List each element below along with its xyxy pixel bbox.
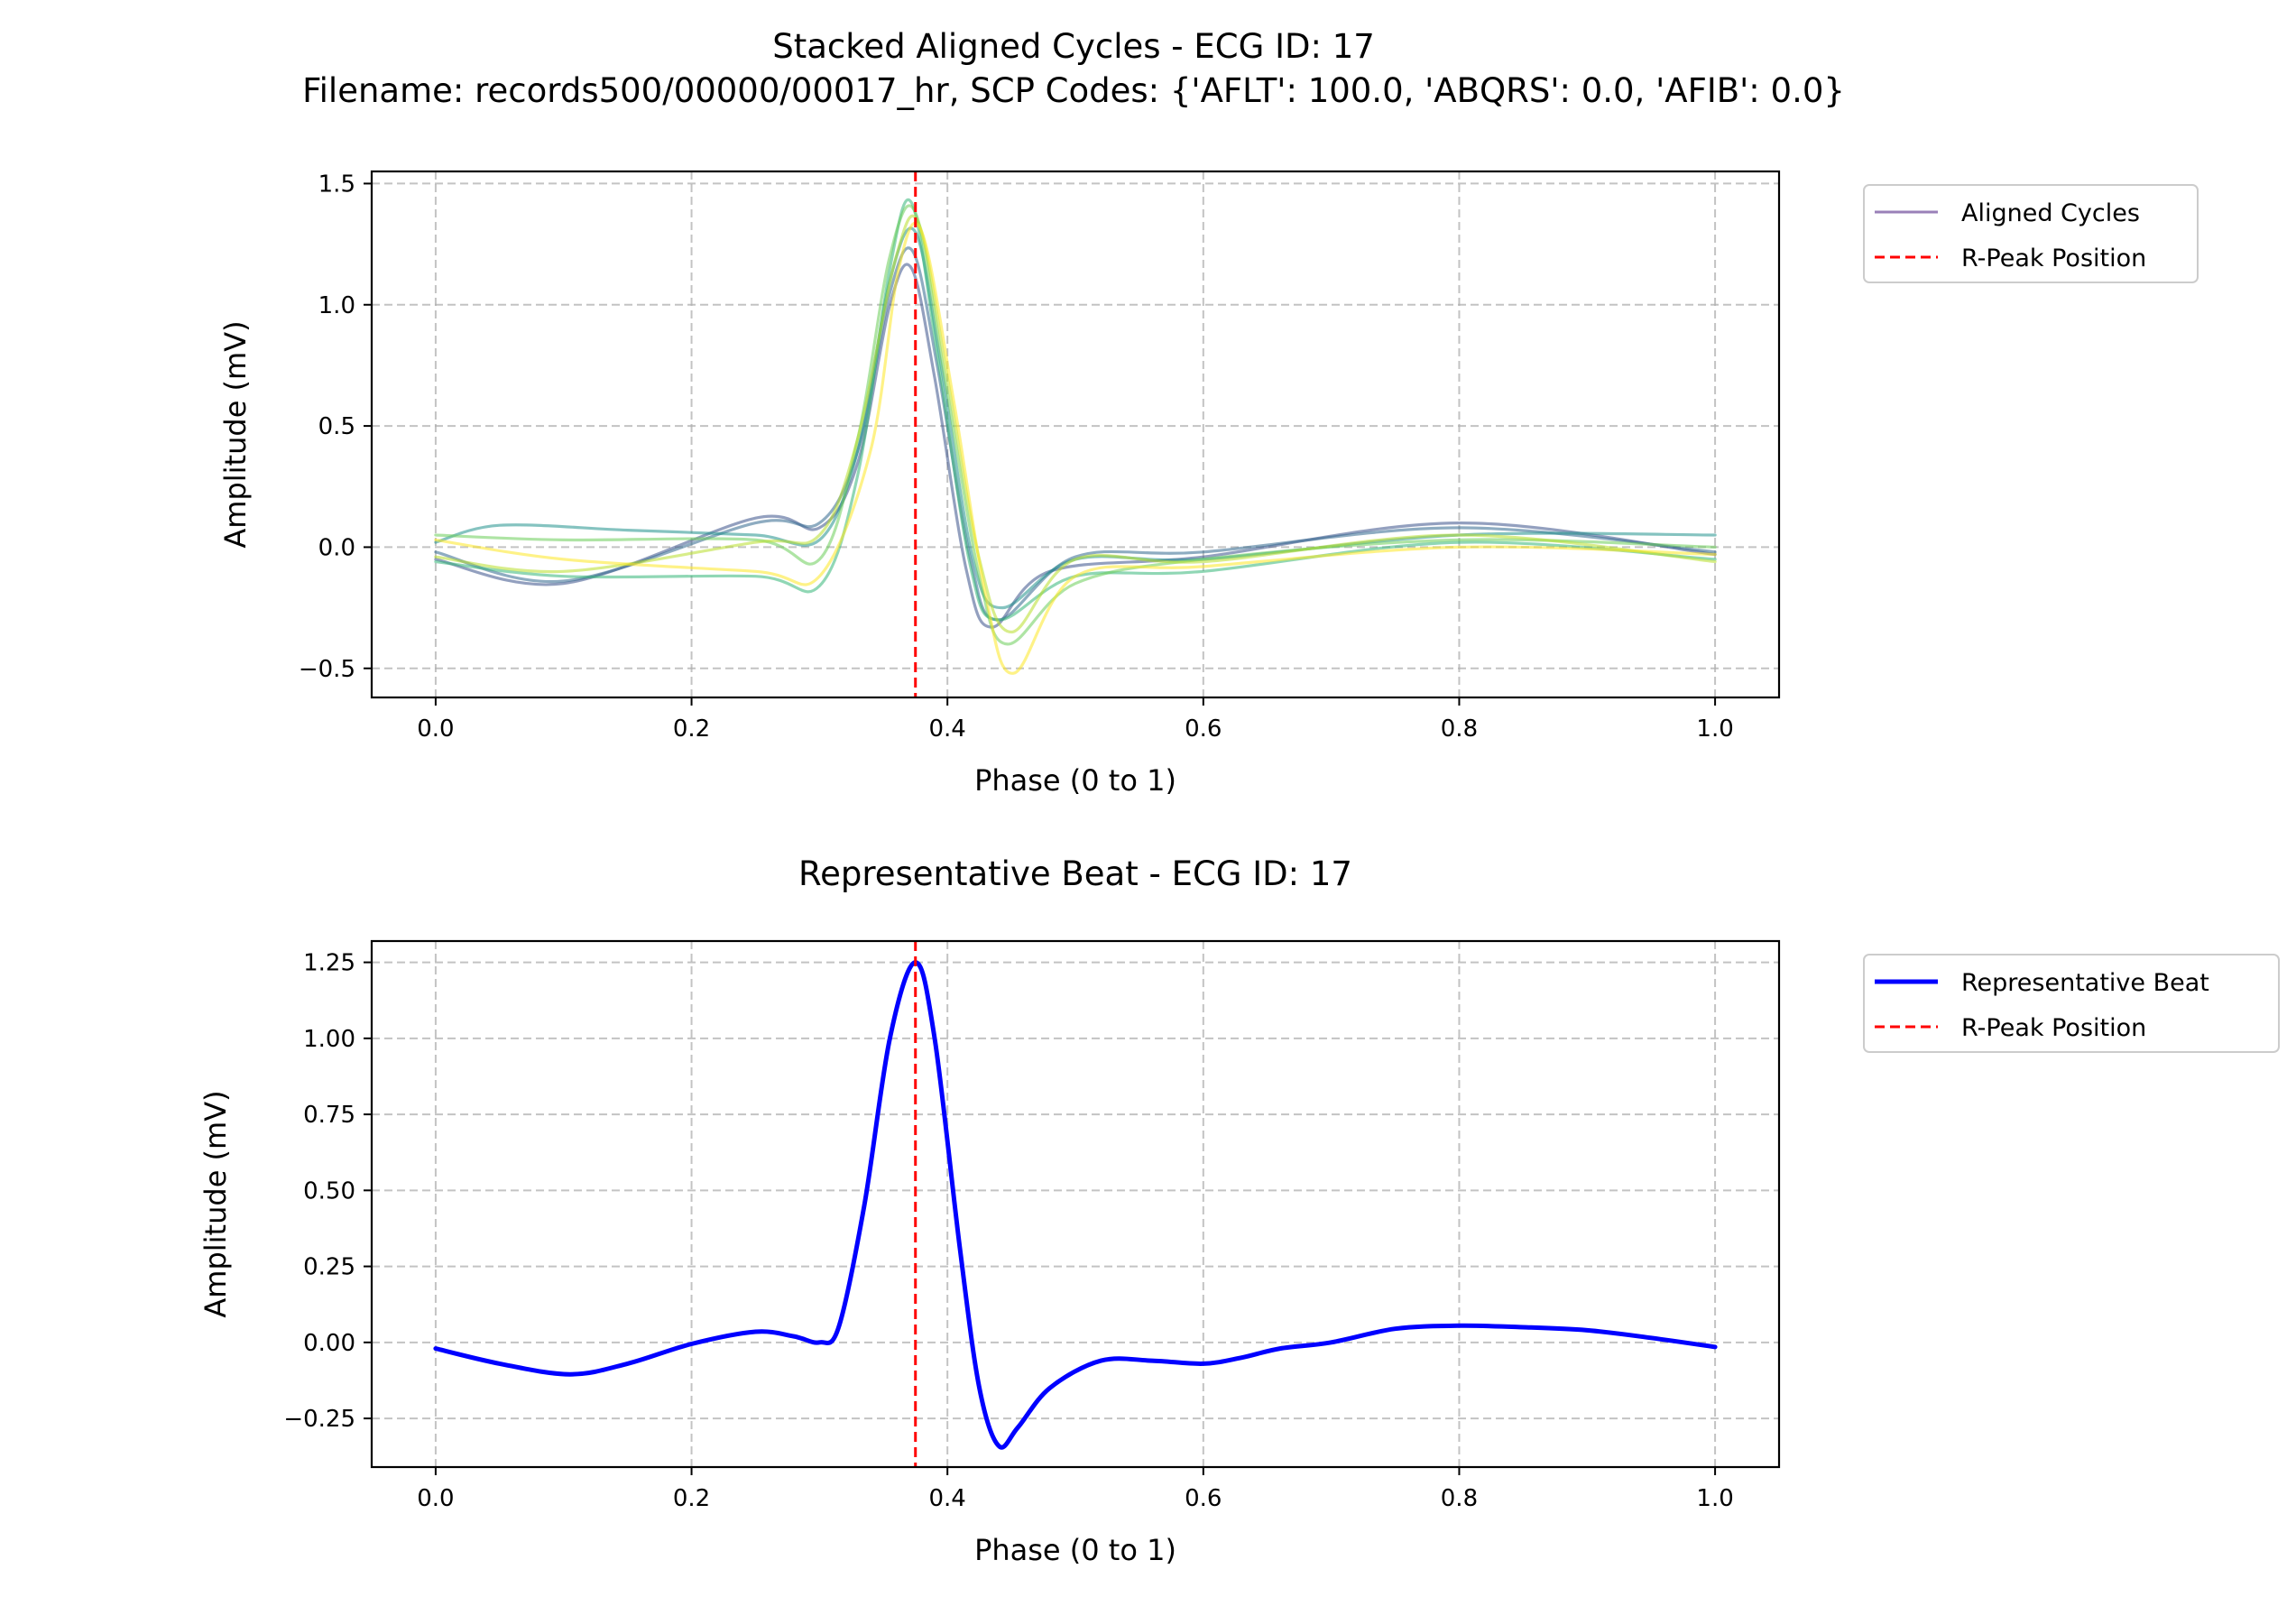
legend: Aligned Cycles R-Peak Position [1863, 184, 2199, 283]
legend: Representative Beat R-Peak Position [1863, 954, 2280, 1053]
representative-beat-line [433, 960, 1718, 1450]
legend-box [1863, 954, 2280, 1053]
x-tick-label: 0.8 [1441, 715, 1478, 743]
x-tick-label: 0.2 [673, 715, 710, 743]
aligned-cycle-line [434, 263, 1717, 629]
x-tick-label: 0.0 [417, 1485, 454, 1512]
bottom-axes-representative-beat: 0.0 0.2 0.4 0.6 0.8 1.0 −0.25 0.00 0.25 0.50 0.75 1… [198, 854, 2280, 1567]
aligned-cycle-line [434, 226, 1717, 610]
aligned-cycle-line [434, 204, 1717, 646]
y-tick-label: 1.5 [318, 171, 355, 198]
legend-label: Representative Beat [1961, 969, 2209, 997]
y-tick-label: 0.00 [303, 1330, 355, 1357]
aligned-cycle-line [434, 246, 1717, 622]
y-tick-label: 0.0 [318, 534, 355, 561]
y-tick-label: 1.0 [318, 292, 355, 319]
x-tick-label: 0.2 [673, 1485, 710, 1512]
x-tick-label: 0.4 [929, 715, 966, 743]
aligned-cycle-line [434, 214, 1717, 634]
x-tick-label: 0.4 [929, 1485, 966, 1512]
y-tick-label: 0.75 [303, 1102, 355, 1129]
y-tick-label: 0.5 [318, 413, 355, 440]
y-tick-label: 0.25 [303, 1254, 355, 1281]
y-tick-label: 1.25 [303, 950, 355, 977]
aligned-cycle-line [434, 221, 1717, 675]
x-tick-label: 0.0 [417, 715, 454, 743]
x-axis-label: Phase (0 to 1) [974, 1533, 1176, 1567]
axes-frame [370, 170, 1781, 699]
suptitle-line2: Filename: records500/00000/00017_hr, SCP… [302, 71, 1845, 110]
x-tick-label: 1.0 [1696, 715, 1733, 743]
x-tick-label: 0.8 [1441, 1485, 1478, 1512]
legend-box [1863, 184, 2199, 283]
axes-frame [370, 939, 1781, 1469]
y-axis-label: Amplitude (mV) [198, 1090, 233, 1317]
x-tick-label: 0.6 [1185, 1485, 1222, 1512]
y-tick-label: 0.50 [303, 1177, 355, 1205]
aligned-cycle-line [434, 198, 1717, 622]
legend-label: Aligned Cycles [1961, 199, 2140, 227]
x-tick-label: 1.0 [1696, 1485, 1733, 1512]
x-axis-label: Phase (0 to 1) [974, 763, 1176, 798]
y-tick-label: 1.00 [303, 1026, 355, 1053]
y-tick-label: −0.5 [299, 656, 355, 683]
y-tick-label: −0.25 [283, 1406, 355, 1433]
x-tick-label: 0.6 [1185, 715, 1222, 743]
legend-label: R-Peak Position [1961, 1014, 2146, 1042]
top-axes-aligned-cycles: 0.0 0.2 0.4 0.6 0.8 1.0 −0.5 0.0 0.5 1.0 1.5 Phase … [218, 170, 2199, 798]
plot-area [433, 941, 1718, 1467]
plot-area [434, 171, 1717, 697]
axes-title: Representative Beat - ECG ID: 17 [798, 854, 1352, 893]
y-axis-label: Amplitude (mV) [218, 320, 253, 548]
legend-label: R-Peak Position [1961, 245, 2146, 272]
suptitle-line1: Stacked Aligned Cycles - ECG ID: 17 [772, 27, 1375, 66]
